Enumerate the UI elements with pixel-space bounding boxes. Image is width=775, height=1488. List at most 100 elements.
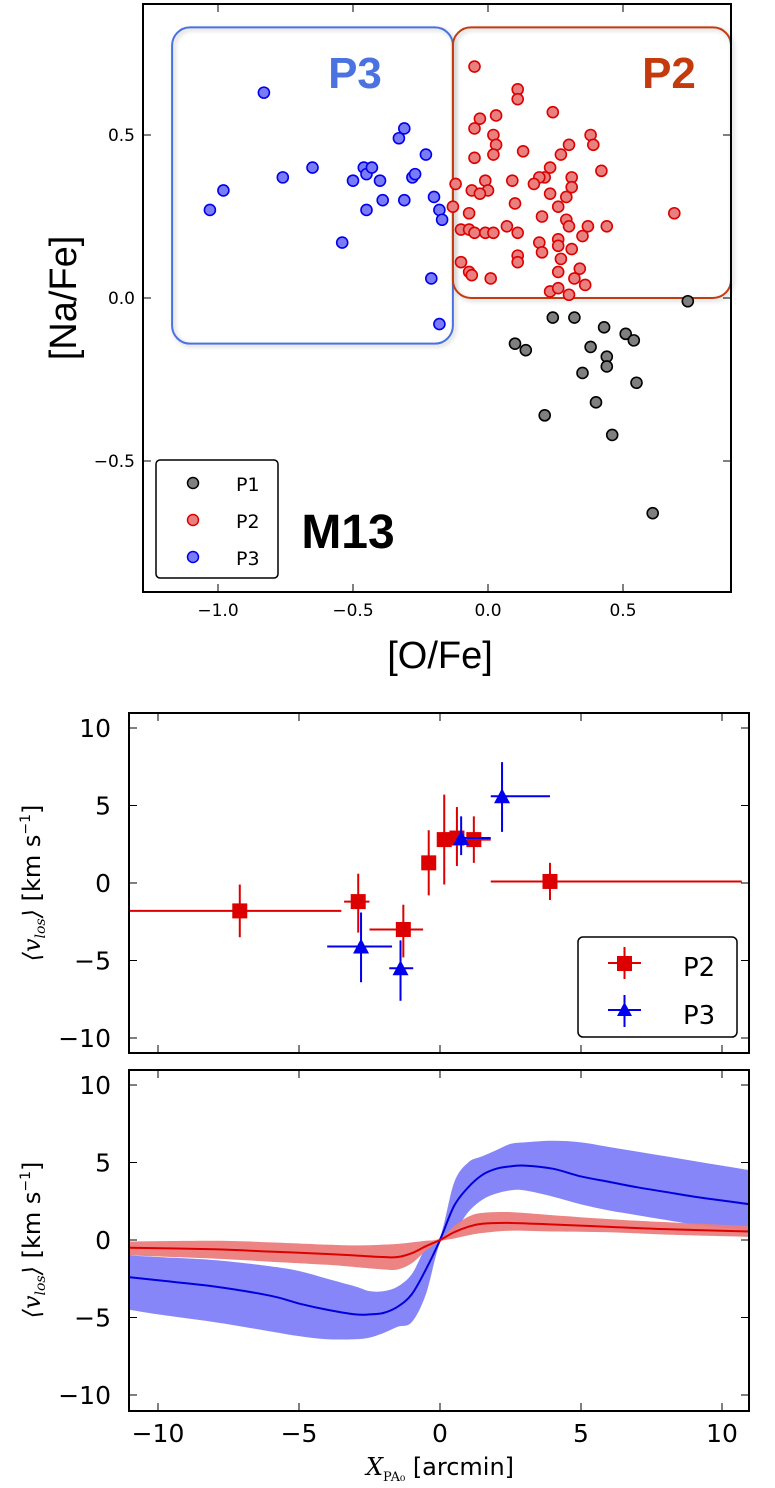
point-p3 bbox=[346, 174, 360, 187]
point-p2 bbox=[562, 138, 576, 152]
point-p2 bbox=[462, 206, 476, 220]
point-p2 bbox=[484, 272, 498, 285]
mean-line-p3 bbox=[129, 1164, 749, 1316]
point-p2 bbox=[535, 210, 549, 223]
point-p2 bbox=[468, 226, 481, 240]
y-axis-label: ⟨vlos⟩ [km s−1] bbox=[18, 805, 49, 962]
point-p1 bbox=[584, 340, 597, 354]
point-p3 bbox=[276, 171, 290, 184]
point-p1 bbox=[576, 366, 589, 380]
marker-square bbox=[542, 873, 558, 889]
point-p3 bbox=[365, 161, 379, 174]
y-tick-label: 5 bbox=[95, 1149, 111, 1178]
y-tick-label: −10 bbox=[58, 1024, 111, 1053]
point-p3 bbox=[335, 236, 349, 249]
marker-square bbox=[395, 922, 411, 937]
point-p1 bbox=[508, 337, 522, 350]
cluster-annotation: M13 bbox=[301, 506, 394, 559]
y-tick-label: −5 bbox=[74, 947, 111, 976]
point-p3 bbox=[360, 203, 373, 217]
errorbar-points bbox=[129, 762, 742, 1001]
point-p1 bbox=[681, 294, 695, 308]
point-p2 bbox=[551, 239, 565, 253]
errorbar-point-p3 bbox=[453, 816, 491, 856]
box-label-p3: P3 bbox=[328, 49, 382, 98]
y-tick-label: 0.0 bbox=[108, 289, 135, 309]
y-tick-label: −0.5 bbox=[94, 452, 135, 472]
svg-text:⟨vlos⟩ [km s−1]: ⟨vlos⟩ [km s−1] bbox=[18, 1162, 49, 1319]
errorbar-point-p3 bbox=[389, 940, 414, 1001]
point-p3 bbox=[408, 167, 422, 181]
point-p2 bbox=[487, 226, 500, 240]
legend-marker-p2 bbox=[186, 513, 200, 527]
point-p3 bbox=[435, 213, 449, 227]
point-p3 bbox=[397, 122, 411, 135]
errorbar-point-p2 bbox=[369, 904, 424, 958]
point-p3 bbox=[203, 203, 217, 217]
point-p1 bbox=[605, 428, 619, 442]
point-p1 bbox=[519, 343, 533, 357]
point-p1 bbox=[597, 321, 611, 334]
x-tick-label: 0.5 bbox=[609, 601, 636, 621]
point-p2 bbox=[516, 145, 530, 158]
point-p2 bbox=[667, 206, 681, 220]
point-p2 bbox=[454, 255, 468, 269]
point-p2 bbox=[595, 164, 608, 178]
point-p1 bbox=[538, 409, 552, 422]
box-label-p2: P2 bbox=[642, 49, 696, 98]
errorbar-point-p3 bbox=[490, 762, 550, 832]
errorbar-point-p2 bbox=[129, 884, 342, 938]
x-tick-label: −5 bbox=[281, 1419, 318, 1448]
point-p2 bbox=[581, 219, 595, 233]
y-tick-label: 10 bbox=[79, 714, 111, 743]
point-p1 bbox=[630, 376, 643, 390]
point-p2 bbox=[578, 278, 592, 292]
y-axis-label: ⟨vlos⟩ [km s−1] bbox=[18, 1162, 49, 1319]
errorbar-point-p2 bbox=[344, 873, 370, 933]
x-tick-label: −1.0 bbox=[197, 601, 238, 621]
point-p2 bbox=[505, 174, 519, 187]
point-p3 bbox=[433, 317, 446, 331]
point-p3 bbox=[392, 131, 406, 145]
point-p1 bbox=[627, 334, 641, 347]
point-p3 bbox=[424, 272, 438, 285]
nafe-vs-ofe-panel: −1.0 −0.5 0.0 0.5 0.5 0.0 −0.5 P3 P2 M13 P1 P2… bbox=[43, 3, 732, 677]
point-p2 bbox=[565, 242, 579, 256]
legend-label-p2: P2 bbox=[236, 511, 260, 533]
point-p2 bbox=[551, 200, 565, 214]
x-tick-label: 10 bbox=[706, 1419, 738, 1448]
binned-velocity-panel: 10 5 0 −5 −10 P2 P3 ⟨vlos⟩ [km s−1] bbox=[18, 712, 750, 1054]
point-p2 bbox=[473, 187, 487, 200]
point-p2 bbox=[465, 268, 479, 282]
errorbar-point-p2 bbox=[421, 830, 437, 896]
legend: P2 P3 bbox=[577, 936, 738, 1038]
point-p2 bbox=[576, 229, 589, 243]
legend-marker-p3 bbox=[617, 1002, 632, 1016]
axis-ticks: −1.0 −0.5 0.0 0.5 0.5 0.0 −0.5 bbox=[94, 4, 731, 621]
marker-triangle bbox=[353, 938, 370, 954]
marker-triangle bbox=[392, 960, 409, 976]
x-tick-label: 5 bbox=[573, 1419, 589, 1448]
point-p3 bbox=[419, 148, 433, 161]
point-p2 bbox=[449, 177, 462, 191]
point-p3 bbox=[306, 161, 319, 174]
errorbar-point-p3 bbox=[327, 912, 393, 983]
marker-square bbox=[466, 832, 482, 848]
legend-label-p3: P3 bbox=[236, 548, 260, 570]
point-p2 bbox=[468, 151, 481, 165]
point-p2 bbox=[500, 219, 514, 233]
point-p2 bbox=[586, 138, 600, 152]
point-p2 bbox=[600, 219, 614, 233]
point-p1 bbox=[619, 327, 633, 341]
legend-marker-p1 bbox=[186, 476, 200, 490]
point-p2 bbox=[535, 246, 549, 259]
point-p2 bbox=[508, 197, 522, 210]
model-curves bbox=[129, 1140, 749, 1340]
x-axis-label: [O/Fe] bbox=[387, 635, 493, 677]
marker-triangle bbox=[453, 830, 470, 846]
legend-marker-p3 bbox=[186, 550, 200, 564]
point-p2 bbox=[562, 219, 576, 233]
point-p2 bbox=[551, 265, 565, 279]
axis-ticks: 10 5 0 −5 −10 bbox=[58, 713, 749, 1053]
point-p2 bbox=[573, 262, 587, 275]
